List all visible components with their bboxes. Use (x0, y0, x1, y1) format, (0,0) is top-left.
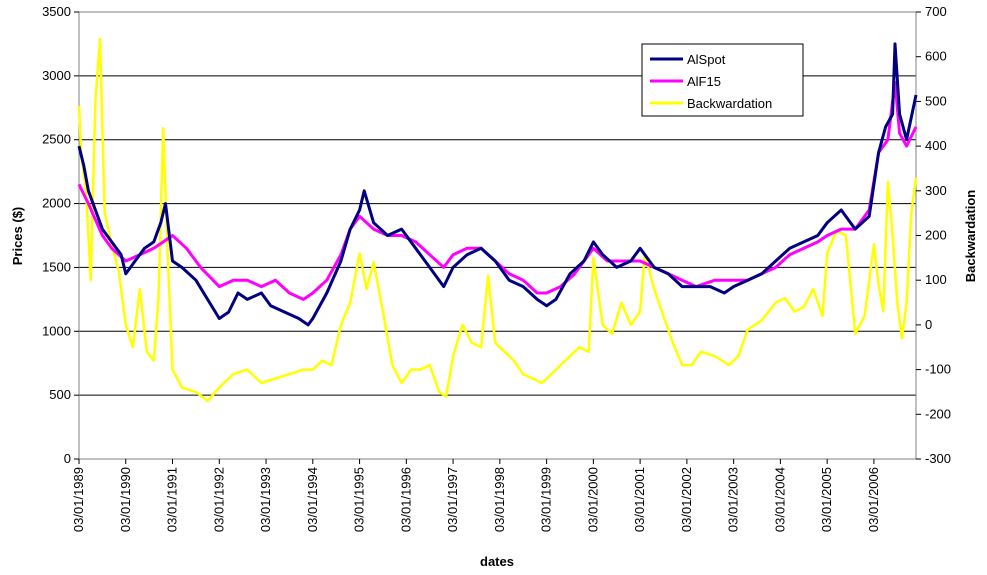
x-tick-label: 03/01/2001 (632, 467, 647, 532)
right-tick-label: 200 (925, 228, 947, 243)
x-tick-label: 03/01/2004 (772, 467, 787, 532)
left-tick-label: 3500 (42, 4, 71, 19)
x-tick-label: 03/01/1993 (258, 467, 273, 532)
legend-label-backwardation: Backwardation (687, 96, 772, 111)
x-tick-label: 03/01/1996 (398, 467, 413, 532)
x-axis-tick-labels: 03/01/1989 03/01/1990 03/01/1991 03/01/1992… (71, 459, 881, 532)
left-tick-label: 1000 (42, 323, 71, 338)
legend: AlSpot AlF15 Backwardation (641, 43, 804, 117)
x-tick-label: 03/01/2000 (585, 467, 600, 532)
left-tick-label: 0 (64, 451, 71, 466)
x-tick-label: 03/01/1989 (71, 467, 86, 532)
left-axis-tick-labels: 0 500 1000 1500 2000 2500 3000 3500 (42, 4, 79, 466)
x-tick-label: 03/01/1990 (118, 467, 133, 532)
x-tick-label: 03/01/1991 (165, 467, 180, 532)
series-line-alspot (77, 42, 918, 327)
x-tick-label: 03/01/1999 (539, 467, 554, 532)
series-line-backwardation (77, 37, 918, 403)
right-tick-label: 400 (925, 138, 947, 153)
left-tick-label: 500 (49, 387, 71, 402)
x-tick-label: 03/01/1995 (352, 467, 367, 532)
right-tick-label: 700 (925, 4, 947, 19)
right-tick-label: 100 (925, 272, 947, 287)
right-tick-label: 300 (925, 183, 947, 198)
x-axis-title: dates (480, 554, 514, 569)
x-tick-label: 03/01/2003 (726, 467, 741, 532)
legend-label-alf15: AlF15 (687, 74, 721, 89)
x-tick-label: 03/01/1998 (492, 467, 507, 532)
left-axis-title: Prices ($) (10, 207, 25, 266)
left-tick-label: 3000 (42, 68, 71, 83)
right-axis-tick-labels: -300 -200 -100 0 100 200 300 400 500 600 700 (916, 4, 951, 466)
x-tick-label: 03/01/2005 (819, 467, 834, 532)
right-tick-label: 500 (925, 93, 947, 108)
gridlines (79, 75, 916, 396)
x-tick-label: 03/01/2002 (679, 467, 694, 532)
right-tick-label: -200 (925, 406, 951, 421)
right-axis-title: Backwardation (963, 190, 978, 283)
series-layer (77, 37, 918, 403)
right-tick-label: 0 (925, 317, 932, 332)
left-tick-label: 2500 (42, 132, 71, 147)
x-tick-label: 03/01/2006 (866, 467, 881, 532)
legend-label-alspot: AlSpot (687, 52, 726, 67)
x-tick-label: 03/01/1992 (211, 467, 226, 532)
right-tick-label: -100 (925, 362, 951, 377)
right-tick-label: -300 (925, 451, 951, 466)
x-tick-label: 03/01/1997 (445, 467, 460, 532)
x-tick-label: 03/01/1994 (305, 467, 320, 532)
right-tick-label: 600 (925, 49, 947, 64)
left-tick-label: 2000 (42, 196, 71, 211)
left-tick-label: 1500 (42, 259, 71, 274)
